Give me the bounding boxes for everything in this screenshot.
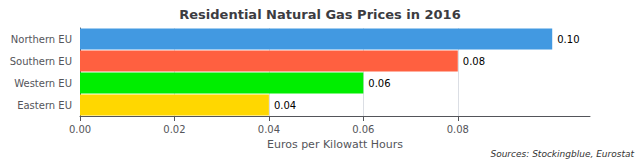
svg-text:Southern EU: Southern EU (10, 56, 72, 67)
svg-text:Residential Natural Gas Prices: Residential Natural Gas Prices in 2016 (179, 7, 460, 22)
svg-text:0.08: 0.08 (463, 56, 485, 67)
svg-text:0.00: 0.00 (69, 124, 91, 135)
svg-text:Western EU: Western EU (14, 78, 72, 89)
svg-text:Northern EU: Northern EU (11, 34, 72, 45)
svg-text:0.06: 0.06 (352, 124, 374, 135)
svg-text:0.04: 0.04 (258, 124, 280, 135)
svg-text:Euros per Kilowatt Hours: Euros per Kilowatt Hours (267, 138, 403, 151)
svg-text:0.04: 0.04 (274, 100, 296, 111)
svg-text:Eastern EU: Eastern EU (17, 100, 72, 111)
svg-text:0.02: 0.02 (163, 124, 185, 135)
svg-text:0.10: 0.10 (557, 34, 579, 45)
svg-text:0.06: 0.06 (368, 78, 390, 89)
svg-text:0.08: 0.08 (447, 124, 469, 135)
svg-text:Sources: Stockingblue, Eurosta: Sources: Stockingblue, Eurostat (490, 149, 634, 159)
